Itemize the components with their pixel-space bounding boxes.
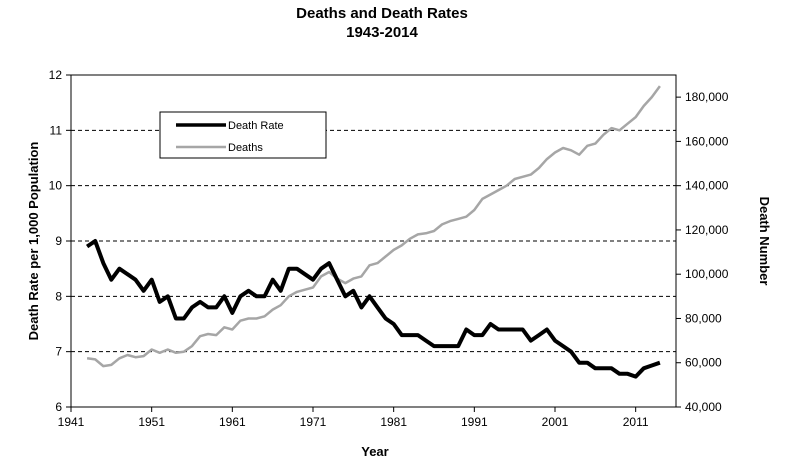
- gridlines: [71, 129, 676, 353]
- y-tick-label: 9: [55, 234, 62, 248]
- x-tick-label: 2011: [623, 415, 649, 429]
- x-axis: 1941 1951 1961 1971 1981 1991 2001 2011: [58, 407, 649, 429]
- x-tick-label: 1951: [138, 415, 165, 429]
- legend-label-death-rate: Death Rate: [228, 120, 284, 132]
- y-tick-label: 12: [49, 68, 63, 82]
- chart-subtitle: 1943-2014: [346, 24, 418, 41]
- y-tick-label: 7: [55, 345, 62, 359]
- y2-tick-label: 120,000: [685, 223, 729, 237]
- y2-tick-label: 180,000: [685, 90, 729, 104]
- x-tick-label: 1961: [219, 415, 246, 429]
- y2-tick-label: 60,000: [685, 356, 722, 370]
- y2-tick-label: 40,000: [685, 400, 722, 414]
- legend: Death Rate Deaths: [159, 111, 327, 159]
- y-axis-label: Death Rate per 1,000 Population: [26, 142, 41, 341]
- legend-label-deaths: Deaths: [228, 142, 263, 154]
- x-tick-label: 2001: [542, 415, 569, 429]
- series-line-deaths: [86, 85, 661, 368]
- y-tick-label: 8: [55, 289, 62, 303]
- y2-tick-label: 160,000: [685, 134, 729, 148]
- y2-tick-label: 80,000: [685, 311, 722, 325]
- x-axis-label: Year: [361, 444, 388, 459]
- chart-title: Deaths and Death Rates: [296, 5, 468, 22]
- y-axis-left: 6 7 8 9 10 11 12: [49, 68, 71, 414]
- x-tick-label: 1941: [58, 415, 85, 429]
- x-tick-label: 1971: [300, 415, 327, 429]
- series-line-death-rate: [85, 239, 661, 379]
- y-tick-label: 6: [55, 400, 62, 414]
- series-layer: [85, 85, 661, 379]
- y-axis-right: 40,000 60,000 80,000 100,000 120,000 140,000 1…: [676, 90, 729, 414]
- x-tick-label: 1981: [380, 415, 407, 429]
- y2-tick-label: 100,000: [685, 267, 729, 281]
- y2-axis-label: Death Number: [757, 197, 772, 286]
- y-tick-label: 11: [50, 123, 63, 137]
- y2-tick-label: 140,000: [685, 179, 729, 193]
- y-tick-label: 10: [49, 179, 63, 193]
- x-tick-label: 1991: [461, 415, 488, 429]
- legend-box: [159, 111, 327, 159]
